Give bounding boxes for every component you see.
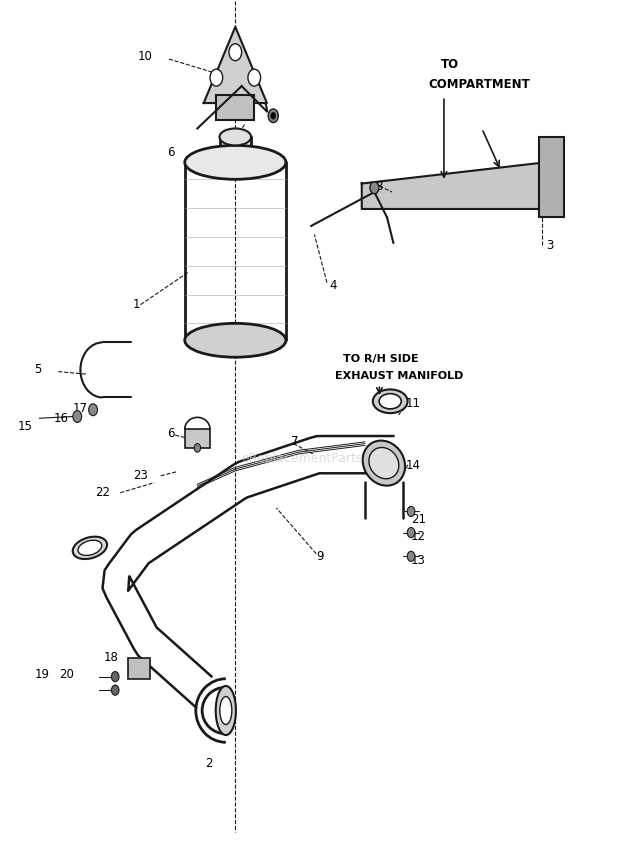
Text: 22: 22 xyxy=(95,486,110,499)
Ellipse shape xyxy=(220,696,232,724)
Ellipse shape xyxy=(373,389,408,413)
Text: 14: 14 xyxy=(406,459,421,472)
Polygon shape xyxy=(362,162,558,209)
Ellipse shape xyxy=(369,447,399,479)
Circle shape xyxy=(268,109,278,122)
Ellipse shape xyxy=(220,128,251,145)
Circle shape xyxy=(229,43,242,60)
Text: 5: 5 xyxy=(34,364,42,377)
Text: 4: 4 xyxy=(329,279,337,292)
Text: 3: 3 xyxy=(546,239,554,252)
Ellipse shape xyxy=(363,440,405,485)
Text: 12: 12 xyxy=(411,530,426,543)
Text: 23: 23 xyxy=(133,469,148,482)
Polygon shape xyxy=(204,27,267,103)
Ellipse shape xyxy=(379,394,401,409)
Text: eReplacementParts.com: eReplacementParts.com xyxy=(241,452,394,466)
Text: 19: 19 xyxy=(34,668,50,682)
Text: 16: 16 xyxy=(53,411,68,425)
Ellipse shape xyxy=(216,686,236,735)
Circle shape xyxy=(210,69,223,86)
Bar xyxy=(185,429,210,448)
Circle shape xyxy=(89,404,98,416)
Text: 6: 6 xyxy=(167,145,175,159)
Text: 18: 18 xyxy=(104,651,119,665)
Ellipse shape xyxy=(78,541,102,555)
Text: 15: 15 xyxy=(17,420,32,434)
Circle shape xyxy=(111,672,119,682)
Text: 8: 8 xyxy=(376,179,383,193)
Circle shape xyxy=(407,507,415,517)
Text: 10: 10 xyxy=(137,50,152,63)
Bar xyxy=(128,658,150,679)
Text: 7: 7 xyxy=(291,435,298,449)
Text: 2: 2 xyxy=(205,757,213,770)
Text: 13: 13 xyxy=(411,554,426,567)
Text: 17: 17 xyxy=(72,401,87,415)
Text: EXHAUST MANIFOLD: EXHAUST MANIFOLD xyxy=(335,371,464,381)
Circle shape xyxy=(73,411,82,422)
Ellipse shape xyxy=(73,536,107,559)
Text: 21: 21 xyxy=(411,513,426,526)
Bar xyxy=(217,94,254,120)
Circle shape xyxy=(248,69,260,86)
Text: TO R/H SIDE: TO R/H SIDE xyxy=(343,354,418,364)
Ellipse shape xyxy=(185,323,286,357)
Text: TO: TO xyxy=(441,59,459,71)
Bar xyxy=(538,137,564,218)
Ellipse shape xyxy=(185,145,286,179)
Circle shape xyxy=(194,444,201,452)
Circle shape xyxy=(370,182,379,194)
Text: 1: 1 xyxy=(133,298,140,311)
Text: 11: 11 xyxy=(406,397,421,411)
Text: 6: 6 xyxy=(167,427,175,440)
Text: 20: 20 xyxy=(60,668,74,682)
Circle shape xyxy=(407,552,415,561)
Text: COMPARTMENT: COMPARTMENT xyxy=(428,78,530,91)
Circle shape xyxy=(111,685,119,695)
Text: 9: 9 xyxy=(316,550,324,563)
Circle shape xyxy=(271,112,276,119)
Circle shape xyxy=(407,528,415,538)
